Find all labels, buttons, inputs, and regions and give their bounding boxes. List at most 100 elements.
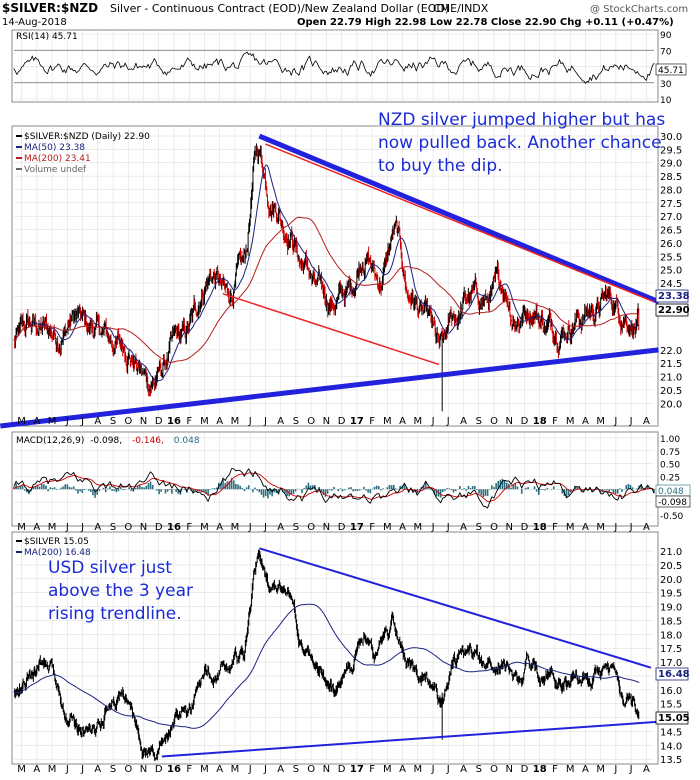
last-value-label: 22.90 (658, 305, 690, 316)
x-tick-label: M (413, 522, 422, 533)
x-tick-label: 16 (167, 522, 181, 533)
x-tick-label: M (17, 416, 26, 427)
x-tick-label: M (17, 522, 26, 533)
x-tick-label: 18 (533, 416, 547, 427)
price-panel: 30.0 29.5 29.0 28.5 28.0 27.5 27.0 26.5 26.0 25.5… (0, 110, 690, 429)
x-tick-label: J (431, 522, 435, 533)
x-tick-label: S (476, 764, 482, 775)
x-tick-label: O (307, 764, 315, 775)
x-tick-label: N (140, 416, 147, 427)
rsi-tick-label: 90 (660, 31, 672, 41)
macd-legend: MACD(12,26,9) (16, 436, 84, 446)
y-tick-label: 28.5 (660, 172, 682, 183)
usd-annotation-text: USD silver just (48, 558, 172, 578)
header-exchange: CME/INDX (433, 2, 489, 15)
x-tick-label: F (186, 416, 192, 427)
y-tick-label: 25.0 (660, 266, 682, 277)
last-value-box (655, 303, 689, 317)
x-tick-label: J (65, 416, 69, 427)
usd-tick-label: 14.5 (660, 727, 682, 738)
y-tick-label: 26.5 (660, 226, 682, 237)
x-tick-label: A (460, 522, 467, 533)
y-tick-label: 28.0 (660, 185, 682, 196)
macd-last-box (655, 495, 691, 508)
x-tick-label: M (231, 522, 240, 533)
last-value-box (655, 289, 689, 303)
x-tick-label: M (413, 416, 422, 427)
price-panel-frame (11, 125, 659, 427)
x-tick-label: O (490, 416, 498, 427)
usd-panel: 21.020.520.019.519.018.518.017.517.016.5… (13, 537, 690, 766)
macd-signal-line (13, 472, 655, 503)
x-tick-label: F (369, 764, 375, 775)
x-tick-label: J (431, 764, 435, 775)
macd-panel-frame (11, 431, 659, 527)
usd-tick-label: 20.0 (660, 575, 682, 586)
rsi-tick-label: 70 (660, 47, 672, 57)
x-tick-label: N (140, 764, 147, 775)
x-tick-label: 17 (350, 764, 364, 775)
x-tick-label: A (643, 416, 650, 427)
x-tick-label: O (307, 522, 315, 533)
y-tick-label: 21.0 (660, 373, 682, 384)
usd-tick-label: 14.0 (660, 741, 682, 752)
header-symbol: $SILVER:$NZD (2, 1, 98, 15)
x-tick-label: D (521, 764, 529, 775)
x-tick-label: A (216, 522, 223, 533)
x-tick-label: A (216, 764, 223, 775)
x-tick-label: F (552, 522, 558, 533)
macd-legend: -0.146, (132, 436, 164, 446)
usd-annotation-text: rising trendline. (48, 604, 182, 624)
x-tick-label: N (323, 416, 330, 427)
x-tick-label: F (369, 522, 375, 533)
x-tick-label: M (383, 416, 392, 427)
x-tick-label: O (124, 416, 132, 427)
x-tick-label: S (293, 522, 299, 533)
header-quote: Open 22.79 High 22.98 Low 22.78 Close 22… (297, 17, 674, 28)
usd-tick-label: 18.0 (660, 630, 682, 641)
macd-tick-label: -0.50 (660, 512, 684, 522)
x-tick-label: J (629, 416, 633, 427)
x-tick-label: M (596, 416, 605, 427)
x-tick-label: S (293, 416, 299, 427)
x-tick-label: J (248, 416, 252, 427)
usd-tick-label: 15.5 (660, 700, 682, 711)
x-tick-label: A (643, 522, 650, 533)
x-tick-label: A (277, 522, 284, 533)
x-tick-label: J (446, 416, 450, 427)
x-tick-label: M (413, 764, 422, 775)
rsi-legend: RSI(14) 45.71 (16, 32, 78, 42)
x-tick-label: M (17, 764, 26, 775)
x-tick-label: J (248, 764, 252, 775)
x-tick-label: A (582, 416, 589, 427)
x-tick-label: N (505, 764, 512, 775)
x-tick-label: J (263, 416, 267, 427)
x-tick-label: M (200, 764, 209, 775)
x-tick-label: F (552, 764, 558, 775)
legend-label: MA(50) 23.38 (24, 143, 85, 153)
rising-support-trendline (0, 347, 659, 429)
usd-tick-label: 17.5 (660, 644, 682, 655)
x-tick-label: J (613, 416, 617, 427)
x-tick-label: F (186, 522, 192, 533)
rsi-line (13, 51, 655, 84)
x-tick-label: M (383, 522, 392, 533)
x-tick-label: N (323, 522, 330, 533)
x-tick-label: A (94, 764, 101, 775)
macd-last-value: 0.048 (658, 487, 684, 497)
y-tick-label: 22.0 (660, 346, 682, 357)
x-tick-label: F (552, 416, 558, 427)
header-description: Silver - Continuous Contract (EOD)/New Z… (110, 2, 449, 15)
rsi-tick-label: 10 (660, 96, 672, 106)
ma50-line (13, 164, 640, 382)
x-tick-label: M (566, 522, 575, 533)
usd-last-value: 15.05 (658, 713, 690, 724)
usd-tick-label: 16.0 (660, 686, 682, 697)
x-tick-label: J (80, 416, 84, 427)
x-tick-label: A (277, 416, 284, 427)
x-tick-label: O (124, 522, 132, 533)
usd-tick-label: 18.5 (660, 616, 682, 627)
usd-tick-label: 21.0 (660, 547, 682, 558)
red-upper-channel-line (265, 143, 655, 303)
x-tick-label: M (48, 416, 57, 427)
